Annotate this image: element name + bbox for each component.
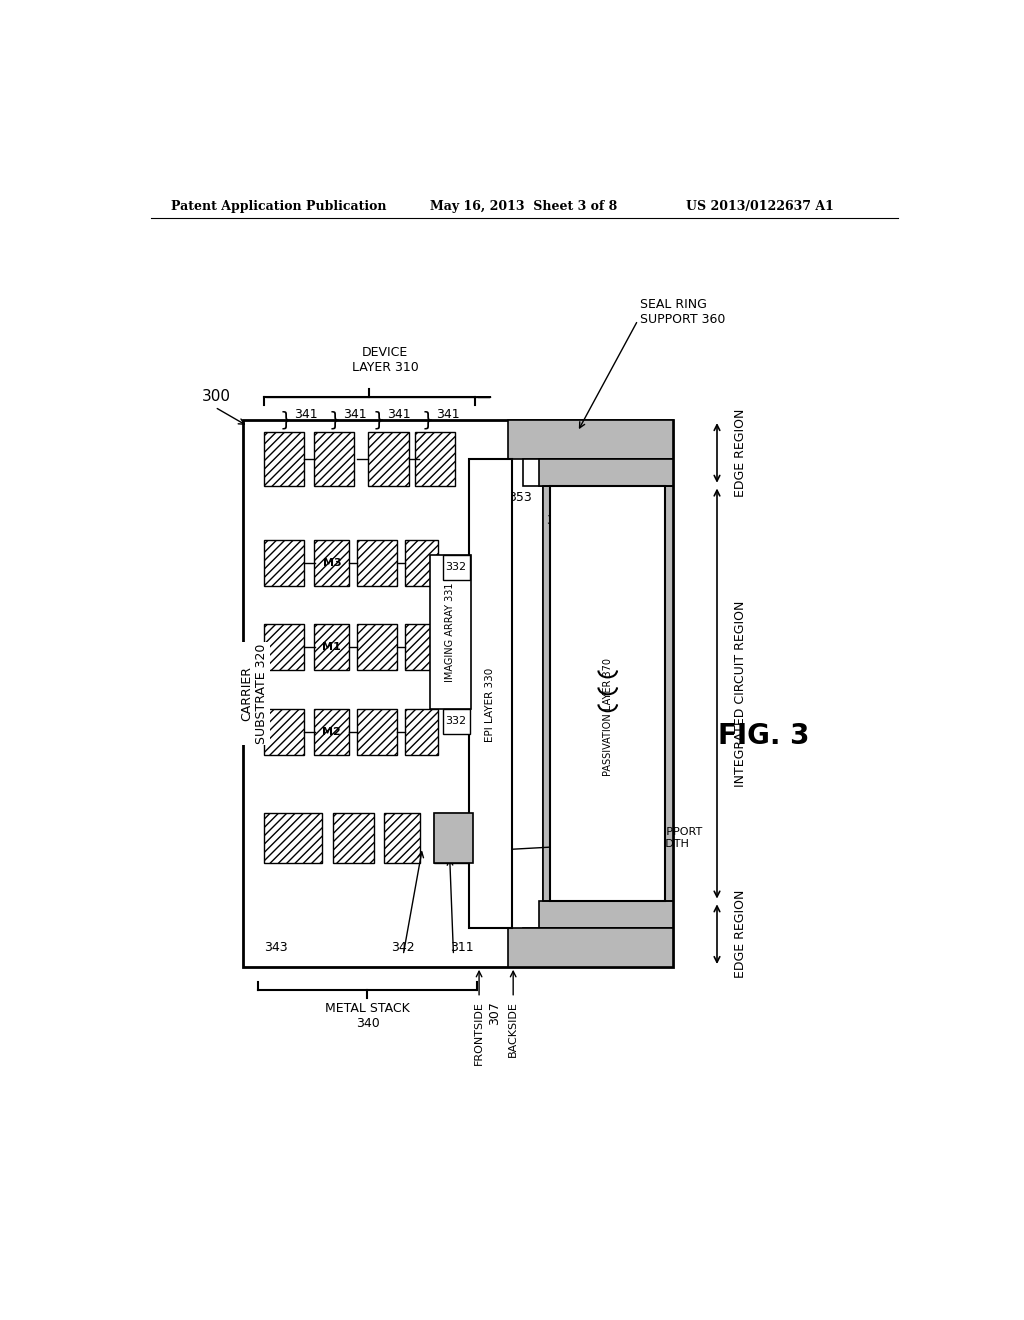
Text: 341: 341 [343, 408, 367, 421]
Bar [665, 486, 673, 902]
Text: 332: 332 [445, 562, 466, 573]
Text: CARRIER
SUBSTRATE 320: CARRIER SUBSTRATE 320 [241, 643, 268, 743]
Text: 343: 343 [263, 941, 288, 954]
Text: }: } [373, 411, 385, 430]
Bar [550, 486, 665, 902]
Bar [369, 432, 409, 486]
Bar [406, 709, 438, 755]
Bar [539, 459, 673, 486]
Bar [263, 813, 322, 863]
Text: 341: 341 [387, 408, 411, 421]
Bar [356, 540, 397, 586]
Text: 355: 355 [547, 513, 570, 527]
Text: }: } [422, 411, 434, 430]
Text: }: } [280, 411, 292, 430]
Text: PASSIVATION LAYER 370: PASSIVATION LAYER 370 [603, 657, 612, 776]
Bar [442, 554, 470, 579]
Bar [314, 540, 349, 586]
Text: M1: M1 [323, 643, 341, 652]
Text: 300: 300 [202, 389, 230, 404]
Text: 351: 351 [484, 479, 508, 492]
Text: 350: 350 [614, 832, 638, 845]
Text: SEAL RING
SUPPORT 360: SEAL RING SUPPORT 360 [640, 298, 725, 326]
Text: FIG. 3: FIG. 3 [718, 722, 809, 750]
Bar [543, 486, 673, 902]
Text: 307: 307 [488, 1002, 501, 1026]
Bar [406, 540, 438, 586]
Bar [442, 709, 470, 734]
Text: 342: 342 [391, 941, 415, 954]
Text: IMAGING ARRAY 331: IMAGING ARRAY 331 [445, 582, 456, 681]
Text: EDGE REGION: EDGE REGION [734, 409, 746, 498]
Bar [263, 709, 304, 755]
Bar [384, 813, 420, 863]
Bar [434, 813, 473, 863]
Bar [314, 624, 349, 671]
Bar [356, 709, 397, 755]
Text: M3: M3 [323, 557, 341, 568]
Bar [314, 432, 354, 486]
Bar [508, 928, 673, 966]
Bar [415, 432, 455, 486]
Text: 332: 332 [445, 717, 466, 726]
Bar [356, 624, 397, 671]
Bar [523, 928, 673, 956]
Bar [539, 902, 673, 928]
Text: BACKSIDE: BACKSIDE [508, 1002, 518, 1057]
Bar [543, 486, 550, 902]
Text: FRONTSIDE: FRONTSIDE [474, 1002, 484, 1065]
Bar [469, 459, 512, 928]
Bar [263, 540, 304, 586]
Text: METAL STACK
340: METAL STACK 340 [325, 1002, 410, 1030]
Bar [508, 420, 673, 459]
Text: 311: 311 [450, 941, 473, 954]
Text: 341: 341 [435, 408, 460, 421]
Text: INTEGRATED CIRCUIT REGION: INTEGRATED CIRCUIT REGION [734, 601, 746, 787]
Text: EDGE REGION: EDGE REGION [734, 890, 746, 978]
Bar [523, 459, 673, 486]
Bar [314, 709, 349, 755]
Text: EPI LAYER 330: EPI LAYER 330 [485, 668, 496, 742]
Bar [263, 624, 304, 671]
Text: 333: 333 [602, 681, 626, 694]
Text: DEVICE
LAYER 310: DEVICE LAYER 310 [351, 346, 418, 374]
Text: 341: 341 [294, 408, 317, 421]
Text: SUPPORT
WIDTH: SUPPORT WIDTH [651, 828, 702, 849]
Text: Patent Application Publication: Patent Application Publication [171, 199, 386, 213]
Bar [434, 813, 473, 863]
Text: M2: M2 [323, 727, 341, 737]
Bar [430, 554, 471, 709]
Bar [243, 420, 673, 966]
Text: May 16, 2013  Sheet 3 of 8: May 16, 2013 Sheet 3 of 8 [430, 199, 617, 213]
Bar [406, 624, 438, 671]
Text: US 2013/0122637 A1: US 2013/0122637 A1 [686, 199, 834, 213]
Bar [334, 813, 374, 863]
Bar [543, 486, 673, 902]
Text: }: } [329, 411, 341, 430]
Bar [263, 432, 304, 486]
Text: 353: 353 [508, 491, 531, 504]
Bar [550, 486, 665, 902]
